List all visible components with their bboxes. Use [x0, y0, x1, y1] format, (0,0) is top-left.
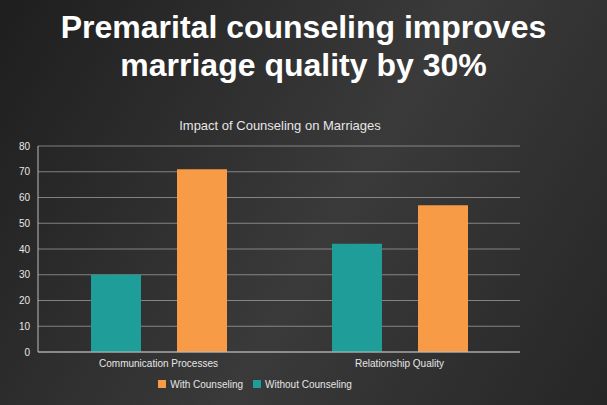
- svg-text:80: 80: [19, 141, 31, 152]
- svg-text:10: 10: [19, 321, 31, 332]
- svg-text:50: 50: [19, 218, 31, 229]
- svg-text:30: 30: [19, 269, 31, 280]
- svg-text:Communication Processes: Communication Processes: [99, 358, 218, 369]
- svg-text:0: 0: [24, 347, 30, 358]
- svg-text:60: 60: [19, 192, 31, 203]
- svg-text:40: 40: [19, 244, 31, 255]
- html-text:Impact of Counseling on Marria: Impact of Counseling on Marriages: [179, 118, 381, 133]
- html-text:Without Counseling: Without Counseling: [265, 379, 352, 390]
- svg-text:20: 20: [19, 295, 31, 306]
- html-text:Premarital counseling improves: Premarital counseling improves marriage …: [60, 9, 547, 83]
- html-text:With Counseling: With Counseling: [170, 379, 243, 390]
- svg-text:70: 70: [19, 166, 31, 177]
- svg-text:Relationship Quality: Relationship Quality: [355, 358, 444, 369]
